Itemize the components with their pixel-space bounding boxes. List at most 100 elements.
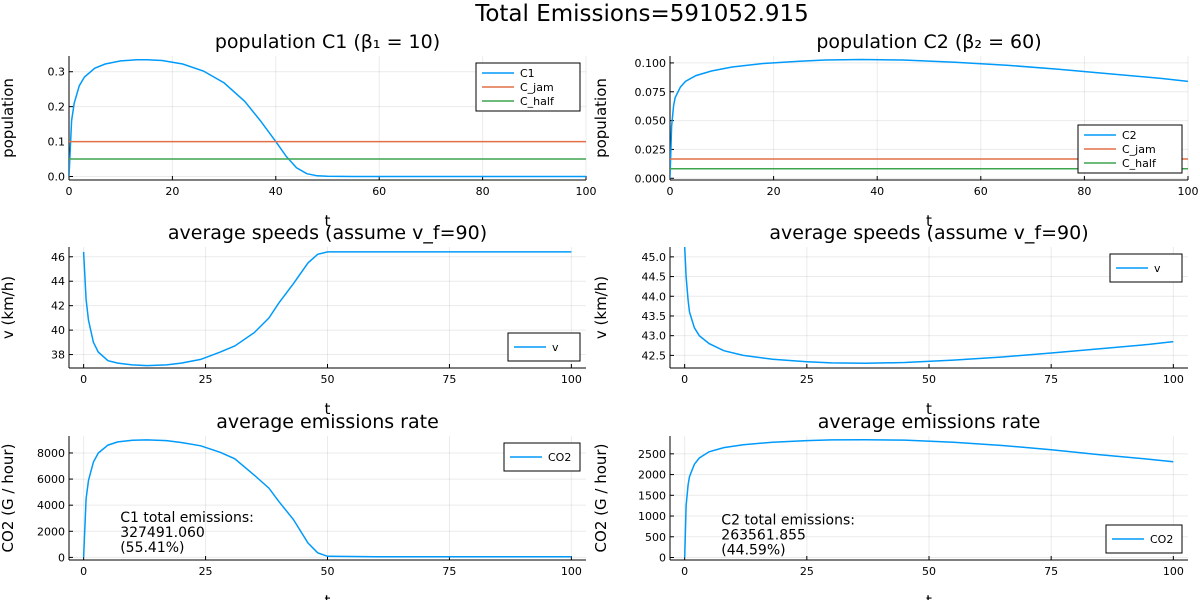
c2_speed-xtick-label-1: 25 [800, 373, 814, 386]
c1_emis-panel: 0 25 50 75 100 0 2000 4000 6000 8000 average emiss… [0, 411, 586, 600]
c2_speed-ytick-label-2: 43.5 [642, 310, 667, 323]
c2_pop-xlabel: t [926, 212, 932, 230]
c1_emis-xtick-label-4: 100 [561, 565, 582, 578]
c1_speed-ylabel: v (km/h) [0, 276, 17, 339]
c2_emis-xtick-label-0: 0 [681, 565, 688, 578]
c1_pop-xtick-label-1: 20 [165, 185, 179, 198]
c1_speed-panel: 0 25 50 75 100 38 40 42 44 46 average speeds (assu… [0, 222, 586, 418]
c1_speed-xtick-label-2: 50 [321, 373, 335, 386]
c2_pop-xtick-label-4: 80 [1077, 185, 1091, 198]
c2_pop-ytick-label-0: 0.000 [635, 172, 667, 185]
c1_emis-ytick-label-4: 8000 [37, 447, 65, 460]
c2_emis-annotation-line2: 263561.855 [721, 527, 806, 543]
c1_speed-title: average speeds (assume v_f=90) [168, 222, 487, 244]
c1_pop-ytick-label-0: 0.0 [48, 171, 66, 184]
c2_speed-ytick-label-4: 44.5 [642, 271, 667, 284]
c2_speed-ytick-label-5: 45.0 [642, 251, 667, 264]
c1_speed-xlabel: t [325, 400, 331, 418]
c1_speed-series-v-line [82, 251, 572, 367]
c2_emis-annotation-line1: C2 total emissions: [721, 512, 855, 528]
c1_emis-title: average emissions rate [216, 411, 439, 433]
c2_emis-ylabel: CO2 (G / hour) [592, 444, 610, 553]
c2_pop-xtick-label-3: 60 [974, 185, 988, 198]
c1_emis-xlabel: t [325, 592, 331, 600]
c1_emis-ylabel: CO2 (G / hour) [0, 444, 17, 553]
c2_emis-ytick-label-3: 1500 [638, 489, 666, 502]
c2_emis-ytick-label-2: 1000 [638, 510, 666, 523]
c2_pop-series-c2-line [670, 58, 1188, 179]
c1_pop-title: population C1 (β₁ = 10) [215, 31, 440, 53]
c2_emis-ytick-label-5: 2500 [638, 448, 666, 461]
c2_speed-xtick-label-4: 100 [1163, 373, 1184, 386]
c1_pop-legend-label-2: C_half [520, 95, 555, 108]
c1_emis-annotation-line2: 327491.060 [120, 525, 205, 541]
c1_speed-xtick-label-3: 75 [442, 373, 456, 386]
c2_emis-series-co2-line [683, 438, 1174, 558]
c2_emis-ytick-label-1: 500 [645, 531, 666, 544]
c2_speed-ytick-label-1: 43.0 [642, 330, 667, 343]
c1_emis-xtick-label-1: 25 [199, 565, 213, 578]
c1_emis-legend: CO2 [503, 442, 581, 472]
c2_speed-legend: v [1109, 253, 1183, 283]
c2_speed-xlabel: t [926, 400, 932, 418]
c1_pop-ylabel: population [0, 78, 17, 158]
c2_speed-ytick-label-3: 44.0 [642, 290, 667, 303]
c1_speed-ytick-label-0: 38 [51, 349, 65, 362]
c1_pop-ytick-label-1: 0.1 [48, 136, 66, 149]
c2_pop-ytick-label-4: 0.100 [635, 57, 667, 70]
c1_emis-annotation-line1: C1 total emissions: [120, 510, 254, 526]
figure-suptitle: Total Emissions=591052.915 [474, 1, 809, 27]
c2_speed-ylabel: v (km/h) [592, 276, 610, 339]
c2_pop-xtick-label-5: 100 [1178, 185, 1199, 198]
c2_speed-xtick-label-0: 0 [681, 373, 688, 386]
c1_pop-xtick-label-4: 80 [476, 185, 490, 198]
c1_pop-xlabel: t [325, 212, 331, 230]
c1_emis-ytick-label-3: 6000 [37, 473, 65, 486]
c2_pop-ylabel: population [592, 78, 610, 158]
c2_emis-ytick-label-4: 2000 [638, 469, 666, 482]
c2_speed-xtick-label-3: 75 [1044, 373, 1058, 386]
c2_emis-annotation-line3: (44.59%) [721, 542, 785, 558]
c1_emis-ytick-label-2: 4000 [37, 499, 65, 512]
c1_pop-ytick-label-2: 0.2 [48, 101, 66, 114]
c2_emis-xtick-label-3: 75 [1044, 565, 1058, 578]
c1_pop-legend-label-1: C_jam [520, 81, 554, 94]
c1_emis-xtick-label-0: 0 [80, 565, 87, 578]
c2_pop-title: population C2 (β₂ = 60) [816, 31, 1041, 53]
c1_pop-xtick-label-2: 40 [269, 185, 283, 198]
c1_speed-ytick-label-1: 40 [51, 324, 65, 337]
c2_speed-legend-label-0: v [1154, 262, 1161, 275]
c1_pop-panel: 0 20 40 60 80 100 0.0 0.1 0.2 0.3 population C1 (β… [0, 31, 597, 230]
c2_emis-legend: CO2 [1105, 524, 1183, 554]
c2_emis-ytick-label-0: 0 [659, 552, 666, 565]
c1_speed-legend-label-0: v [552, 341, 559, 354]
c2_pop-panel: 0 20 40 60 80 100 0.000 0.025 0.050 0.075 0.100 pop… [592, 31, 1199, 230]
c1_emis-legend-label-0: CO2 [548, 451, 571, 464]
c2_speed-series-v-line [683, 246, 1174, 365]
c2_emis-xtick-label-4: 100 [1163, 565, 1184, 578]
c1_speed-xtick-label-0: 0 [80, 373, 87, 386]
c2_speed-panel: 0 25 50 75 100 42.5 43.0 43.5 44.0 44.5 45.0 averag… [592, 222, 1188, 418]
c2_pop-legend-label-1: C_jam [1122, 143, 1156, 156]
c2_emis-xlabel: t [926, 592, 932, 600]
c1_speed-ytick-label-3: 44 [51, 275, 65, 288]
c2_pop-xtick-label-2: 40 [870, 185, 884, 198]
c2_emis-xtick-label-1: 25 [800, 565, 814, 578]
c2_speed-ytick-label-0: 42.5 [642, 349, 667, 362]
c1_pop-legend-label-0: C1 [520, 67, 535, 80]
c1_emis-xtick-label-3: 75 [442, 565, 456, 578]
c2_pop-legend-label-0: C2 [1122, 129, 1137, 142]
c1_speed-xtick-label-1: 25 [199, 373, 213, 386]
c2_pop-legend-label-2: C_half [1122, 157, 1157, 170]
c2_emis-legend-label-0: CO2 [1150, 533, 1173, 546]
c2_speed-title: average speeds (assume v_f=90) [769, 222, 1088, 244]
c1_pop-xtick-label-5: 100 [576, 185, 597, 198]
c1_emis-annotation-line3: (55.41%) [120, 540, 184, 556]
c2_emis-title: average emissions rate [818, 411, 1041, 433]
c1_emis-xtick-label-2: 50 [321, 565, 335, 578]
